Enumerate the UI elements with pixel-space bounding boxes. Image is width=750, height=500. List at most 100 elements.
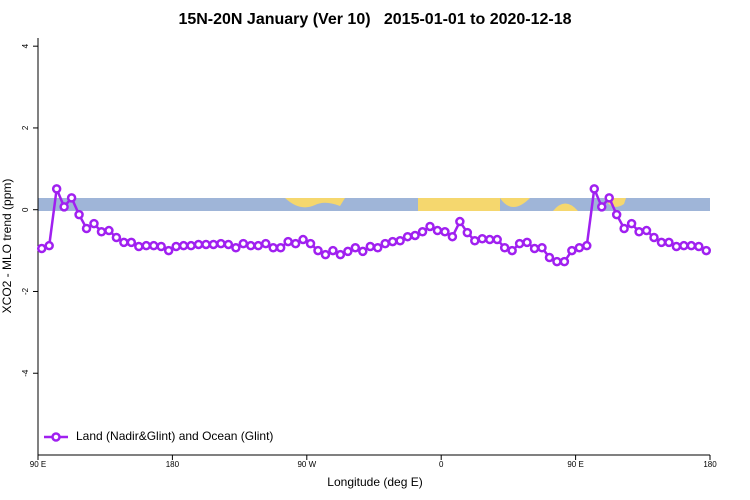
data-point (611, 209, 622, 220)
data-point (410, 230, 420, 241)
data-point (268, 242, 278, 253)
data-point (656, 237, 667, 248)
data-point (492, 234, 502, 245)
data-point (178, 240, 189, 251)
data-point (335, 249, 346, 260)
data-point (126, 237, 137, 248)
data-point (163, 245, 174, 256)
data-point (447, 231, 458, 242)
data-point (36, 243, 47, 254)
y-tick-label: 0 (21, 207, 30, 212)
data-point (395, 236, 405, 246)
data-point (350, 242, 361, 253)
y-axis-label: XCO2 - MLO trend (ppm) (0, 179, 14, 314)
data-point (477, 233, 488, 244)
x-tick-label: 0 (439, 460, 444, 469)
data-point (208, 239, 219, 250)
data-point (156, 241, 166, 252)
y-tick-label: -2 (21, 287, 30, 295)
data-point (470, 236, 480, 246)
data-point (365, 241, 376, 252)
data-point (201, 239, 211, 250)
data-point (44, 240, 54, 251)
data-point (567, 245, 577, 256)
data-point (440, 227, 450, 237)
data-point (574, 242, 585, 253)
data-point (559, 256, 570, 267)
data-point (51, 184, 62, 194)
data-point (402, 231, 413, 242)
data-point (343, 246, 353, 257)
data-point (298, 234, 308, 245)
data-point (462, 227, 473, 238)
data-point (134, 241, 144, 252)
data-point (59, 202, 69, 212)
data-point (246, 240, 256, 251)
data-point (522, 237, 532, 248)
data-point (275, 242, 286, 253)
data-point (119, 237, 129, 248)
data-point (81, 223, 92, 234)
data-point (66, 193, 77, 203)
x-tick-label: 90 E (567, 460, 583, 469)
data-point (380, 238, 390, 249)
data-point (582, 240, 592, 251)
legend-label: Land (Nadir&Glint) and Ocean (Glint) (76, 429, 273, 443)
data-point (514, 238, 525, 249)
data-point (260, 238, 271, 249)
data-point (425, 221, 435, 232)
data-point (223, 239, 234, 250)
data-point (499, 242, 510, 253)
data-point (544, 252, 555, 263)
x-tick-label: 90 E (30, 460, 46, 469)
data-point (305, 238, 316, 249)
data-point (387, 236, 398, 247)
data-point (216, 238, 226, 249)
data-point (641, 225, 652, 236)
x-tick-label: 180 (703, 460, 717, 469)
data-point (552, 256, 562, 267)
data-point (589, 184, 600, 194)
data-point (432, 225, 443, 236)
data-point (671, 241, 682, 252)
data-point (290, 238, 301, 249)
data-point (74, 209, 84, 220)
data-point (626, 218, 637, 229)
data-point (679, 240, 689, 251)
data-point (484, 234, 495, 245)
y-tick-label: -4 (21, 369, 30, 377)
chart-title: 15N-20N January (Ver 10) 2015-01-01 to 2… (178, 11, 571, 28)
data-point (694, 241, 704, 252)
x-tick-label: 180 (166, 460, 180, 469)
data-point (89, 218, 99, 229)
data-point (604, 193, 614, 203)
data-point (320, 249, 331, 260)
data-point (231, 242, 241, 253)
data-point (358, 246, 368, 257)
data-point (171, 241, 181, 252)
data-point (193, 239, 204, 250)
data-point (455, 216, 465, 227)
data-point (417, 227, 428, 237)
data-point (701, 245, 712, 256)
x-axis-label: Longitude (deg E) (327, 475, 422, 489)
y-tick-label: 2 (21, 125, 30, 130)
x-tick-label: 90 W (297, 460, 316, 469)
data-point (507, 245, 517, 256)
data-point (619, 223, 629, 234)
data-point (111, 232, 122, 243)
data-point (253, 240, 264, 251)
y-tick-label: 4 (21, 43, 30, 48)
data-point (372, 242, 383, 253)
data-point (664, 237, 674, 248)
data-point (649, 232, 659, 243)
data-point (148, 240, 159, 251)
data-point (328, 245, 338, 256)
data-point (238, 238, 249, 249)
data-point (313, 245, 323, 256)
data-point (596, 202, 607, 212)
legend-marker (51, 432, 61, 442)
data-point (141, 240, 152, 251)
data-point (634, 227, 644, 237)
